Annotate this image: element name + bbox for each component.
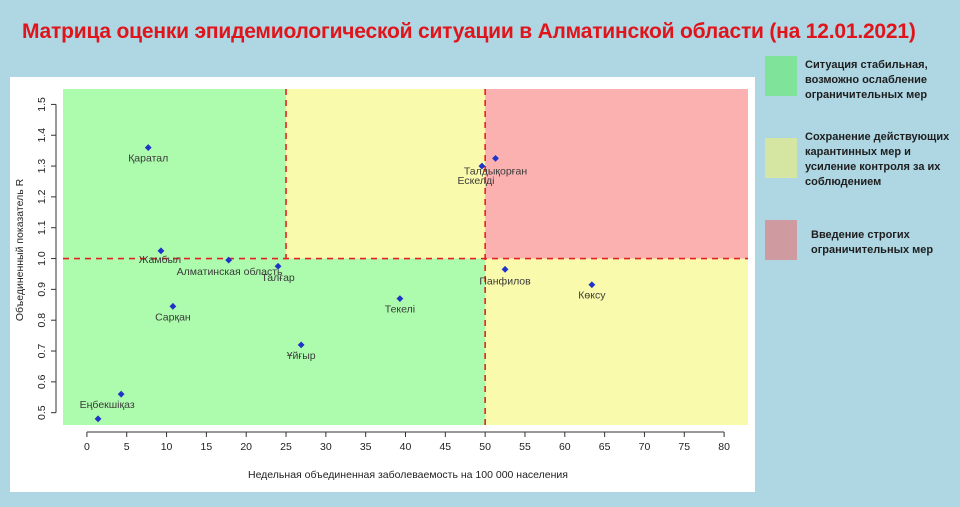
legend: Ситуация стабильная, возможно ослабление…	[763, 54, 960, 314]
y-tick-label: 1.2	[36, 189, 48, 204]
point-label: Жамбыл	[139, 254, 181, 266]
x-tick-label: 40	[400, 441, 412, 453]
y-tick-label: 1.0	[36, 251, 48, 266]
point-label: Талғар	[261, 272, 295, 284]
point-label: Текелі	[385, 304, 415, 316]
y-tick-label: 1.3	[36, 159, 48, 174]
point-label: Ұйғыр	[287, 350, 316, 362]
y-tick-label: 1.5	[36, 97, 48, 112]
chart-panel: 0 5 10 15 20 25 30 35 40 45 50 55 60 65 70 75 80 0.5 0.6 0.…	[10, 77, 755, 492]
x-tick-label: 80	[718, 441, 730, 453]
x-tick-label: 15	[201, 441, 213, 453]
zone-stable-high	[63, 89, 287, 259]
point-label: Сарқан	[155, 311, 191, 323]
x-tick-label: 45	[439, 441, 451, 453]
data-point	[478, 162, 486, 170]
page-title: Матрица оценки эпидемиологической ситуац…	[22, 20, 916, 43]
y-tick-label: 0.6	[36, 374, 48, 389]
x-tick-label: 65	[599, 441, 611, 453]
y-tick-label: 0.5	[36, 405, 48, 420]
data-point	[157, 247, 165, 255]
x-axis-title: Недельная объединенная заболеваемость на…	[248, 469, 568, 481]
y-tick-label: 1.4	[36, 128, 48, 143]
data-point	[94, 415, 102, 423]
point-label: Талдықорған	[464, 165, 528, 177]
zone-strict	[485, 89, 748, 259]
data-point	[588, 281, 596, 289]
data-point	[225, 256, 233, 264]
scatter-chart: 0 5 10 15 20 25 30 35 40 45 50 55 60 65 70 75 80 0.5 0.6 0.…	[14, 89, 748, 481]
x-tick-label: 30	[320, 441, 332, 453]
data-point	[144, 144, 152, 151]
zone-maintain-high	[286, 89, 486, 259]
y-tick-label: 0.8	[36, 313, 48, 328]
point-label: Қаратал	[128, 153, 168, 165]
y-tick-label: 0.9	[36, 282, 48, 297]
data-point	[117, 390, 125, 398]
data-point	[169, 302, 177, 310]
point-label: Еңбекшіқаз	[80, 399, 135, 411]
data-point	[501, 265, 509, 273]
x-tick-label: 0	[84, 441, 90, 453]
point-label: Көксу	[578, 290, 606, 302]
point-label: Панфилов	[479, 275, 531, 287]
data-point	[297, 341, 305, 349]
zone-maintain-low	[485, 258, 748, 425]
x-tick-label: 10	[161, 441, 173, 453]
x-tick-label: 25	[280, 441, 292, 453]
x-tick-label: 35	[360, 441, 372, 453]
legend-swatch-strict	[765, 220, 797, 260]
legend-swatch-maintain	[765, 138, 797, 178]
legend-label-maintain: Сохранение действующих карантинных мер и…	[805, 131, 950, 188]
x-tick-label: 55	[519, 441, 531, 453]
y-axis-title: Объединенный показатель R	[14, 178, 26, 321]
data-point	[274, 262, 282, 270]
data-point	[396, 295, 404, 303]
legend-swatch-stable	[765, 56, 797, 96]
zone-stable-low	[63, 258, 486, 425]
y-tick-label: 0.7	[36, 344, 48, 359]
legend-label-strict: Введение строгих ограничительных мер	[811, 229, 934, 256]
y-tick-label: 1.1	[36, 220, 48, 235]
x-tick-label: 60	[559, 441, 571, 453]
x-tick-label: 70	[639, 441, 651, 453]
x-tick-label: 75	[678, 441, 690, 453]
point-label: Алматинская область	[177, 266, 283, 278]
point-label: Ескелді	[457, 175, 494, 187]
x-tick-label: 20	[240, 441, 252, 453]
x-tick-label: 5	[124, 441, 130, 453]
x-tick-label: 50	[479, 441, 491, 453]
legend-label-stable: Ситуация стабильная, возможно ослабление…	[805, 59, 928, 101]
data-point	[492, 154, 499, 162]
